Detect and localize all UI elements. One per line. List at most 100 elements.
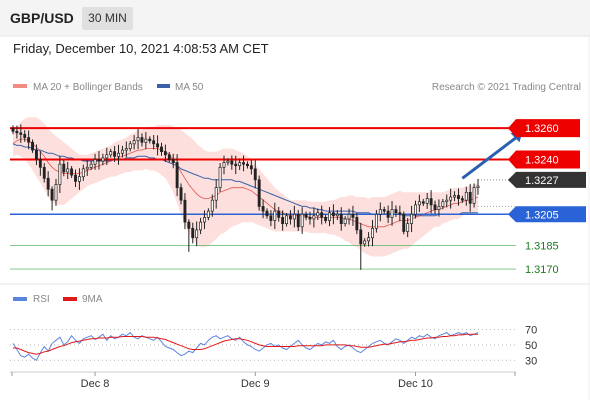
candle (132, 135, 136, 150)
candle (304, 211, 308, 221)
candle-body (238, 162, 242, 167)
candle (343, 216, 347, 227)
candle (27, 130, 31, 150)
candle-body (292, 213, 296, 220)
candle-body (42, 166, 46, 179)
candle-body (331, 212, 335, 217)
rsi-level-label: 30 (525, 355, 537, 367)
candle-body (128, 143, 132, 149)
candle (226, 158, 230, 166)
candle-body (320, 212, 324, 218)
candle-body (101, 157, 105, 162)
candle (214, 179, 218, 209)
candle (246, 161, 249, 169)
candle-body (183, 199, 187, 223)
candle-body (50, 188, 54, 201)
candle-body (97, 159, 101, 162)
candle (331, 204, 335, 225)
resistance-price-box (508, 150, 580, 169)
candle-body (363, 240, 367, 245)
candle (77, 168, 81, 190)
candle (234, 155, 238, 175)
candle-body (203, 217, 206, 223)
timeframe-button[interactable]: 30 MIN (82, 7, 133, 30)
candle (476, 179, 480, 195)
candle (167, 151, 171, 163)
candle-body (253, 168, 257, 181)
candle-body (222, 162, 226, 168)
candle (179, 183, 183, 205)
candle (31, 139, 34, 153)
candle (441, 198, 445, 210)
header-bar: GBP/USD 30 MIN (0, 0, 590, 36)
candle-body (402, 213, 406, 232)
candle-body (175, 162, 179, 189)
candle-body (328, 212, 331, 221)
candle-body (347, 213, 351, 220)
candle (292, 205, 296, 228)
candle-body (457, 195, 460, 199)
candle-body (234, 163, 238, 167)
candle-body (414, 204, 417, 215)
candle-body (269, 215, 273, 221)
candle-body (218, 166, 222, 189)
candle-body (105, 154, 109, 159)
candle (308, 211, 312, 225)
candle-body (62, 163, 66, 173)
candle-body (167, 154, 171, 160)
candle (195, 221, 199, 247)
candle (339, 207, 343, 231)
candle (124, 141, 128, 158)
candle-body (410, 213, 414, 225)
resistance-price-box (508, 119, 580, 138)
candle-body (281, 217, 285, 225)
candle (62, 159, 66, 177)
candle-body (163, 151, 167, 156)
rsi-legend-label: RSI (33, 294, 50, 305)
candle-body (31, 141, 34, 151)
candle-body (160, 146, 163, 153)
candle-body (132, 140, 136, 145)
candle (414, 200, 417, 219)
candle-body (58, 163, 62, 185)
candle (464, 186, 468, 206)
candle-body (19, 132, 23, 135)
candle (312, 207, 316, 228)
candle-body (191, 227, 195, 239)
candle-body (390, 209, 394, 218)
x-tick-label: Dec 9 (241, 378, 270, 390)
candle (46, 171, 50, 197)
candle-body (109, 151, 113, 156)
candle (140, 133, 144, 147)
candle (472, 183, 476, 208)
candle-body (300, 213, 304, 228)
candle-body (355, 217, 359, 231)
candle (171, 153, 175, 169)
candle-body (187, 221, 191, 229)
x-tick-label: Dec 10 (398, 378, 433, 390)
candle-body (265, 210, 269, 217)
forecast-arrow-shaft (461, 136, 518, 180)
candle-body (70, 168, 74, 176)
candle-body (316, 212, 320, 217)
candle (183, 193, 187, 230)
candle-body (81, 168, 85, 178)
candle (191, 222, 195, 244)
ma20-legend-label: MA 20 + Bollinger Bands (33, 82, 143, 93)
candle (148, 136, 152, 144)
candle (351, 205, 355, 226)
candle (50, 186, 54, 211)
rsi-layer: 70 50 30 (10, 325, 537, 367)
candle-body (120, 149, 124, 154)
candle (120, 145, 124, 158)
candle-body (371, 227, 374, 239)
candle (218, 163, 222, 192)
rsi-ma-line (13, 333, 478, 355)
candle-body (472, 187, 476, 204)
candle (128, 141, 132, 152)
candle-body (273, 210, 277, 221)
pivot-price-box (508, 206, 586, 223)
candle (11, 125, 15, 135)
rsi-ma-legend-label: 9MA (82, 294, 103, 305)
candle-body (38, 159, 42, 168)
